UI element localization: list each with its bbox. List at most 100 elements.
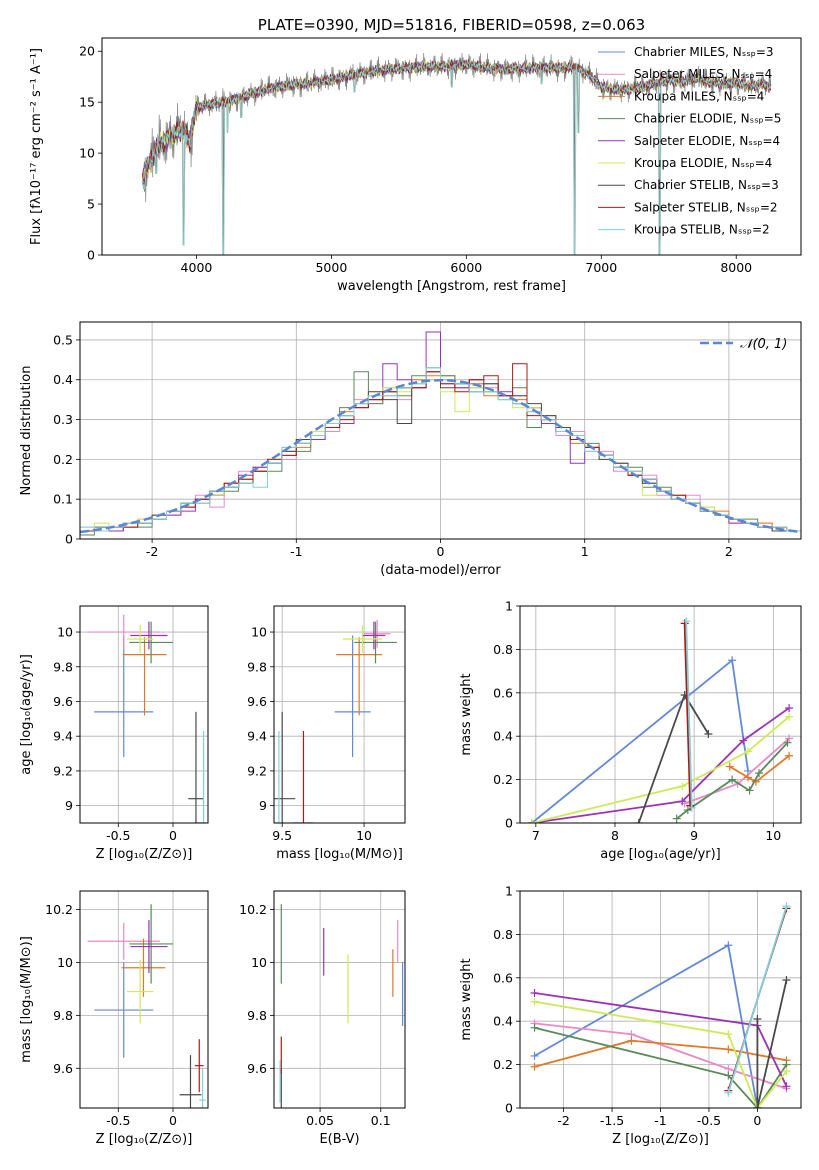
- x-tick-label: -1.5: [600, 1113, 624, 1128]
- y-tick-label: 9: [65, 798, 73, 813]
- plus-marker: [743, 773, 752, 782]
- x-tick-label: 7: [532, 828, 540, 843]
- x-axis-label: E(B-V): [319, 1132, 359, 1147]
- x-axis-label: mass [log₁₀(M/M⊙)]: [276, 847, 403, 862]
- spectrum-legend: Chabrier MILES, Nₛₛₚ=3 Salpeter MILES, Nₛ…: [598, 45, 781, 237]
- x-tick-label: 7000: [585, 260, 617, 275]
- y-tick-label: 0: [505, 816, 513, 831]
- y-tick-label: 1: [505, 599, 513, 614]
- plus-marker: [785, 751, 794, 760]
- x-tick-label: 9.5: [272, 828, 292, 843]
- y-tick-label: 10.2: [45, 902, 73, 917]
- axes-frame: [273, 605, 406, 824]
- y-axis-label: Flux [fλ10⁻¹⁷ erg cm⁻² s⁻¹ A⁻¹]: [29, 48, 44, 245]
- legend-label: Chabrier STELIB, Nₛₛₚ=3: [634, 178, 779, 192]
- y-tick-label: 0.2: [53, 452, 73, 467]
- legend-label: Kroupa MILES, Nₛₛₚ=4: [634, 89, 764, 103]
- axes-frame: [79, 890, 209, 1109]
- mass-age-plot-area: [274, 619, 397, 823]
- plus-marker: [743, 747, 752, 756]
- plus-marker: [687, 803, 696, 812]
- legend-label: 𝒩(0, 1): [740, 337, 787, 352]
- plus-marker: [530, 1062, 539, 1071]
- y-axis-label: Normed distribution: [19, 366, 34, 496]
- x-tick-label: 0.05: [306, 1113, 334, 1128]
- plus-marker: [672, 814, 681, 823]
- y-tick-label: 0.4: [493, 1014, 513, 1029]
- weight-line: [756, 979, 788, 1108]
- z-age-panel: -0.5 0 9 9.2 9.4 9.6 9.8 10 Z [log₁₀(Z/Z⊙)] age […: [19, 605, 209, 862]
- plus-marker: [753, 1104, 762, 1108]
- plus-marker: [527, 819, 536, 823]
- plus-marker: [530, 988, 539, 997]
- y-tick-label: 9: [259, 798, 267, 813]
- y-axis-label: age [log₁₀(age/yr)]: [19, 654, 34, 775]
- x-tick-label: -1: [290, 544, 302, 559]
- plus-marker: [739, 736, 748, 745]
- legend-label: Salpeter ELODIE, Nₛₛₚ=4: [634, 134, 780, 148]
- axes-frame: [101, 37, 802, 256]
- plus-marker: [745, 786, 754, 795]
- weight-line: [683, 623, 692, 806]
- y-tick-label: 15: [79, 95, 95, 110]
- x-tick-label: 0: [169, 828, 177, 843]
- plus-marker: [782, 1067, 791, 1076]
- y-tick-label: 9.8: [53, 1008, 73, 1023]
- axes-frame: [519, 605, 802, 824]
- legend-label: Salpeter STELIB, Nₛₛₚ=2: [634, 200, 778, 214]
- z-mass-panel: -0.5 0 9.6 9.8 10 10.2 Z [log₁₀(Z/Z⊙)] mass [lo…: [19, 890, 209, 1147]
- ebv-mass-plot-area: [279, 904, 404, 1108]
- y-axis-label: mass weight: [459, 958, 474, 1040]
- plus-marker: [753, 1015, 762, 1024]
- y-axis-label: mass weight: [459, 673, 474, 755]
- x-tick-label: 10: [356, 828, 372, 843]
- plus-marker: [678, 797, 687, 806]
- x-tick-label: -2: [557, 1113, 569, 1128]
- weight-line: [531, 716, 790, 823]
- y-tick-label: 10: [79, 146, 95, 161]
- y-tick-label: 10: [251, 625, 267, 640]
- x-tick-label: 1: [581, 544, 589, 559]
- y-tick-label: 9.8: [247, 1008, 267, 1023]
- x-tick-label: 9: [690, 828, 698, 843]
- x-axis-label: age [log₁₀(age/yr)]: [600, 847, 721, 862]
- plus-marker: [785, 703, 794, 712]
- legend-label: Salpeter MILES, Nₛₛₚ=4: [634, 67, 772, 81]
- plus-marker: [728, 775, 737, 784]
- weight-line: [676, 742, 789, 820]
- z-weight-panel: -2 -1.5 -1 -0.5 0 0 0.2 0.4 0.6 0.8 1 Z [log₁₀(Z/Z⊙…: [459, 884, 802, 1147]
- mass-age-panel: 9.5 10 9 9.2 9.4 9.6 9.8 10 mass [log₁₀(M/M⊙)]: [247, 605, 406, 862]
- plus-marker: [530, 1023, 539, 1032]
- spectrum-panel: 4000 5000 6000 7000 8000 0 5 10 15 20 wavelength […: [29, 16, 802, 294]
- plus-marker: [724, 941, 733, 950]
- x-tick-label: -0.5: [697, 1113, 721, 1128]
- y-tick-label: 20: [79, 44, 95, 59]
- axes-frame: [79, 321, 802, 540]
- x-axis-label: Z [log₁₀(Z/Z⊙)]: [96, 1132, 193, 1147]
- model-spectrum-line: [142, 59, 771, 255]
- x-tick-label: 0: [753, 1113, 761, 1128]
- legend-label: Kroupa ELODIE, Nₛₛₚ=4: [634, 156, 772, 170]
- y-tick-label: 0: [65, 532, 73, 547]
- y-tick-label: 9.6: [247, 1061, 267, 1076]
- y-tick-label: 0.3: [53, 412, 73, 427]
- plus-marker: [785, 712, 794, 721]
- plus-marker: [724, 1088, 733, 1097]
- normal-reference-curve: [80, 378, 801, 534]
- y-tick-label: 9.2: [247, 763, 267, 778]
- y-tick-label: 9.4: [53, 729, 73, 744]
- plus-marker: [782, 975, 791, 984]
- y-tick-label: 9.8: [247, 659, 267, 674]
- z-age-plot-area: [87, 614, 207, 823]
- legend-label: Chabrier MILES, Nₛₛₚ=3: [634, 45, 774, 59]
- y-tick-label: 0.8: [493, 642, 513, 657]
- plus-marker: [724, 1071, 733, 1080]
- y-axis-label: mass [log₁₀(M/M⊙)]: [19, 936, 34, 1063]
- y-tick-label: 0.1: [53, 492, 73, 507]
- y-tick-label: 0.8: [493, 927, 513, 942]
- weight-line: [727, 905, 788, 1094]
- plus-marker: [725, 762, 734, 771]
- weight-line: [534, 1026, 788, 1108]
- y-tick-label: 0.2: [493, 1057, 513, 1072]
- axes-frame: [519, 890, 802, 1109]
